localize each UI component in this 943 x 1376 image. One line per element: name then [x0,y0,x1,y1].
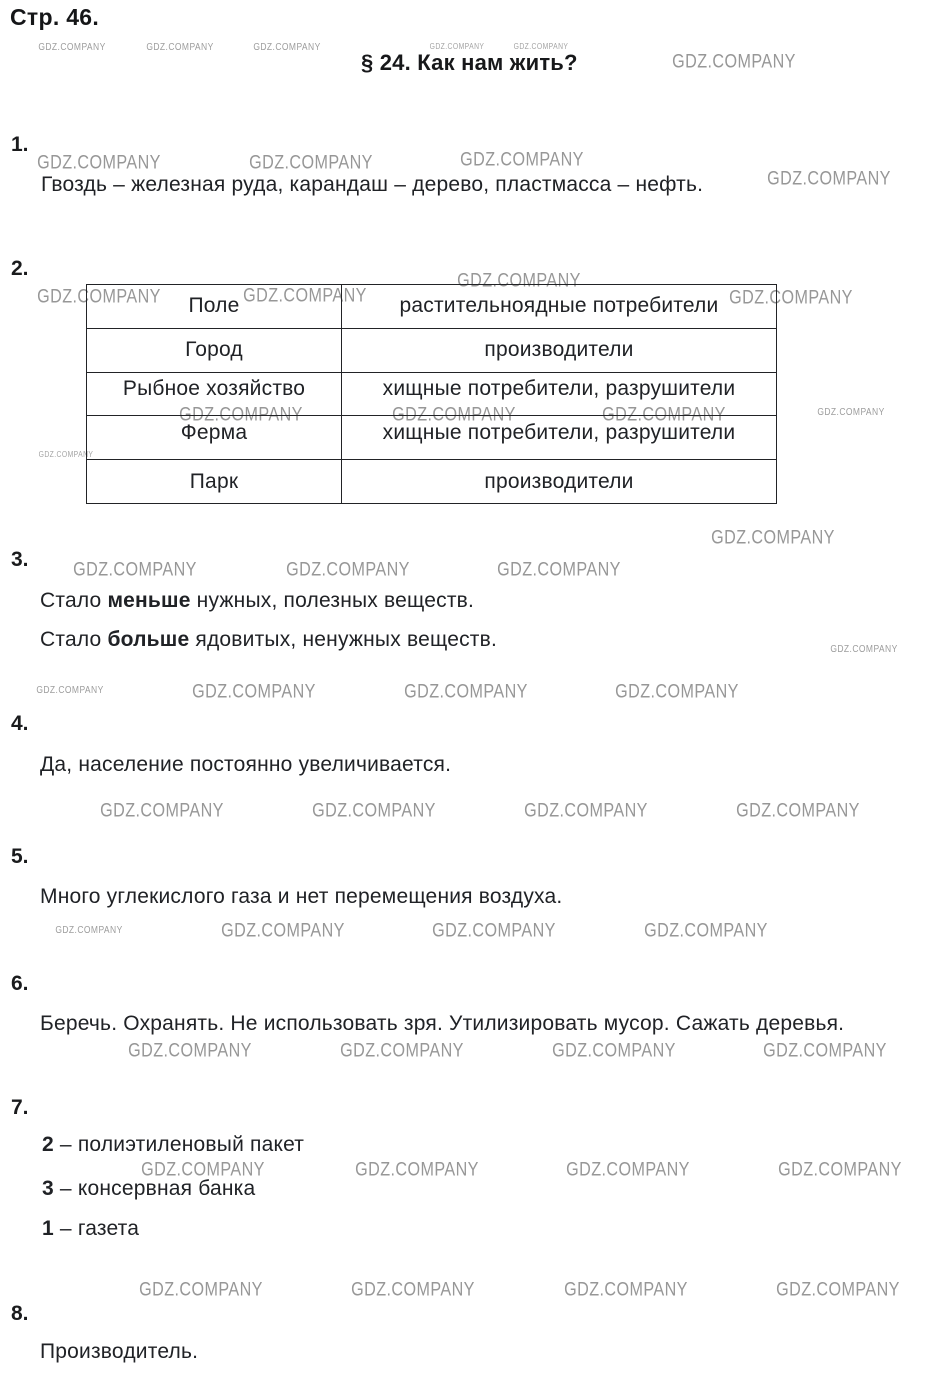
watermark: GDZ.COMPANY [830,644,898,655]
watermark: GDZ.COMPANY [566,1159,690,1181]
section-3-answer-line: Стало больше ядовитых, ненужных веществ. [40,629,497,650]
answer-text: Стало [40,628,108,651]
item-text: – газета [53,1217,140,1240]
section-8-number: 8. [11,1302,29,1325]
watermark: GDZ.COMPANY [253,42,321,53]
watermark: GDZ.COMPANY [73,559,197,581]
watermark: GDZ.COMPANY [36,685,104,696]
watermark: GDZ.COMPANY [552,1040,676,1062]
section-1-number: 1. [11,133,29,156]
page-title: § 24. Как нам жить? [361,50,578,75]
watermark: GDZ.COMPANY [763,1040,887,1062]
table-cell-role: хищные потребители, разрушители [341,415,777,461]
watermark: GDZ.COMPANY [767,168,891,190]
watermark: GDZ.COMPANY [249,152,373,174]
watermark: GDZ.COMPANY [564,1279,688,1301]
watermark: GDZ.COMPANY [644,920,768,942]
section-1-answer: Гвоздь – железная руда, карандаш – дерев… [41,173,704,196]
watermark: GDZ.COMPANY [736,800,860,822]
ecosystem-table: Поле растительноядные потребители Город … [86,284,777,504]
item-number: 1 [42,1217,54,1240]
item-number: 3 [42,1177,54,1200]
watermark: GDZ.COMPANY [38,450,94,459]
page-number-label: Стр. 46. [10,4,100,30]
watermark: GDZ.COMPANY [146,42,214,53]
watermark: GDZ.COMPANY [355,1159,479,1181]
section-7-item: 2 – полиэтиленовый пакет [42,1134,304,1155]
section-6-answer: Беречь. Охранять. Не использовать зря. У… [40,1012,845,1035]
section-4-number: 4. [11,712,29,735]
table-row: Город производители [86,327,777,373]
watermark: GDZ.COMPANY [778,1159,902,1181]
answer-text: ядовитых, ненужных веществ. [189,628,497,651]
watermark: GDZ.COMPANY [817,407,885,418]
watermark: GDZ.COMPANY [141,1159,265,1181]
watermark: GDZ.COMPANY [513,42,569,51]
table-cell-text: хищные потребители, разрушители [382,376,736,400]
watermark: GDZ.COMPANY [286,559,410,581]
watermark: GDZ.COMPANY [139,1279,263,1301]
item-number: 2 [42,1133,54,1156]
answer-text: Стало [40,589,108,612]
watermark: GDZ.COMPANY [672,51,796,73]
watermark: GDZ.COMPANY [524,800,648,822]
table-row: Поле растительноядные потребители [86,284,777,329]
watermark: GDZ.COMPANY [128,1040,252,1062]
table-cell-text: Ферма [180,420,248,444]
section-5-answer: Много углекислого газа и нет перемещения… [40,885,563,908]
watermark: GDZ.COMPANY [221,920,345,942]
section-8-answer: Производитель. [40,1340,199,1363]
watermark: GDZ.COMPANY [776,1279,900,1301]
watermark: GDZ.COMPANY [711,527,835,549]
watermark: GDZ.COMPANY [312,800,436,822]
section-4-answer: Да, население постоянно увеличивается. [40,753,452,776]
watermark: GDZ.COMPANY [432,920,556,942]
watermark: GDZ.COMPANY [55,925,123,936]
watermark: GDZ.COMPANY [615,681,739,703]
section-5-number: 5. [11,845,29,868]
watermark: GDZ.COMPANY [192,681,316,703]
section-7-item: 1 – газета [42,1218,139,1239]
section-6-number: 6. [11,972,29,995]
table-cell-place: Рыбное хозяйство [86,371,342,417]
table-row: Парк производители [86,459,777,504]
table-cell-place: Поле [86,284,342,329]
section-7-number: 7. [11,1096,29,1119]
answer-text: нужных, полезных веществ. [190,589,475,612]
table-cell-text: Рыбное хозяйство [122,376,306,400]
table-cell-role: производители [341,459,777,504]
section-3-answer-line: Стало меньше нужных, полезных веществ. [40,590,474,611]
watermark: GDZ.COMPANY [497,559,621,581]
item-text: – полиэтиленовый пакет [53,1133,305,1156]
table-cell-text: хищные потребители, разрушители [382,420,736,444]
section-7-item: 3 – консервная банка [42,1178,255,1199]
table-cell-place: Ферма [86,415,342,461]
watermark: GDZ.COMPANY [429,42,485,51]
watermark: GDZ.COMPANY [404,681,528,703]
section-2-number: 2. [11,257,29,280]
table-cell-place: Город [86,327,342,373]
section-3-number: 3. [11,548,29,571]
watermark: GDZ.COMPANY [38,42,106,53]
table-cell-role: производители [341,327,777,373]
watermark: GDZ.COMPANY [460,149,584,171]
answer-bold-word: меньше [107,589,191,612]
watermark: GDZ.COMPANY [340,1040,464,1062]
table-cell-role: растительноядные потребители [341,284,777,329]
watermark: GDZ.COMPANY [351,1279,475,1301]
table-cell-place: Парк [86,459,342,504]
item-text: – консервная банка [53,1177,256,1200]
table-row: Ферма хищные потребители, разрушители [86,415,777,461]
table-cell-role: хищные потребители, разрушители [341,371,777,417]
table-row: Рыбное хозяйство хищные потребители, раз… [86,371,777,417]
answer-bold-word: больше [107,628,190,651]
watermark: GDZ.COMPANY [100,800,224,822]
watermark: GDZ.COMPANY [37,152,161,174]
